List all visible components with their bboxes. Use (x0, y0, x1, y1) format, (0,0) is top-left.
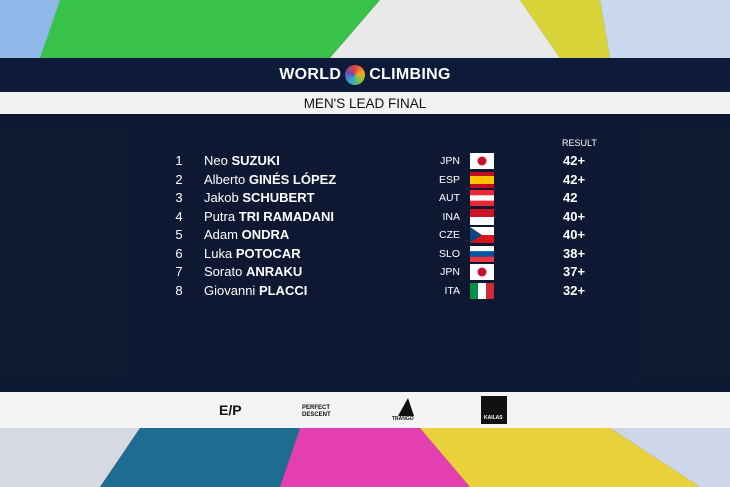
athlete-name: Sorato ANRAKU (204, 263, 302, 281)
flag (470, 190, 494, 206)
result-row: 4 Putra TRI RAMADANI INA 40+ (0, 208, 730, 226)
result: 32+ (563, 282, 586, 298)
rank: 4 (175, 208, 183, 224)
result: 42+ (563, 153, 586, 168)
sponsor-box: KAILAS (481, 396, 507, 424)
first-name: Alberto (204, 171, 246, 187)
flag (470, 208, 494, 225)
athlete-name: Adam ONDRA (204, 226, 289, 244)
rank: 5 (175, 227, 183, 242)
subtitle-bar: MEN'S LEAD FINAL (0, 92, 730, 114)
brand-bar: WORLD CLIMBING (0, 58, 730, 92)
first-name: Jakob (204, 190, 239, 205)
country-code: AUT (439, 192, 460, 204)
athlete-name: Giovanni PLACCI (204, 282, 307, 300)
flag (470, 171, 494, 188)
result: 40+ (563, 227, 586, 242)
first-name: Adam (204, 227, 238, 242)
result: 37+ (563, 264, 586, 279)
brand-text: CLIMBING (369, 66, 451, 83)
column-header: RESULT (562, 138, 597, 148)
country-code: JPN (440, 266, 460, 278)
flag (470, 245, 494, 262)
result-row: 3 Jakob SCHUBERT AUT 42 (0, 189, 730, 207)
sponsor: KAILAS (484, 415, 503, 421)
country-code: JPN (440, 155, 460, 167)
athlete-name: Alberto GINÉS LÓPEZ (204, 171, 336, 189)
athlete-name: Neo SUZUKI (204, 152, 280, 170)
sponsor: E/P (219, 402, 242, 418)
flag (470, 282, 494, 299)
result-row: 2 Alberto GINÉS LÓPEZ ESP 42+ (0, 171, 730, 189)
country-code: ESP (438, 173, 460, 186)
athlete-name: Putra TRI RAMADANI (204, 208, 334, 226)
sponsor-icon (398, 398, 414, 416)
rank: 7 (175, 264, 183, 279)
last-name: SUZUKI (231, 153, 280, 168)
last-name: PLACCI (258, 282, 308, 298)
first-name: Sorato (204, 264, 243, 279)
result-row: 5 Adam ONDRA CZE 40+ (0, 226, 730, 244)
last-name: ANRAKU (245, 264, 303, 279)
last-name: ONDRA (241, 227, 290, 242)
last-name: TRI RAMADANI (238, 208, 335, 224)
first-name: Luka (204, 245, 233, 261)
subtitle: MEN'S LEAD FINAL (303, 95, 427, 111)
rank: 8 (175, 282, 183, 298)
country-code: ITA (444, 284, 460, 297)
country-code: SLO (438, 247, 460, 260)
last-name: POTOCAR (235, 245, 301, 261)
country-code: CZE (439, 229, 460, 241)
result: 42+ (563, 171, 586, 187)
brand-text: WORLD (279, 66, 342, 83)
first-name: Giovanni (204, 282, 256, 298)
rank: 6 (175, 245, 183, 261)
first-name: Putra (204, 208, 236, 224)
brand-logo (345, 65, 366, 85)
rank: 1 (175, 153, 183, 168)
result-row: 7 Sorato ANRAKU JPN 37+ (0, 263, 730, 281)
first-name: Neo (204, 153, 228, 168)
last-name: SCHUBERT (242, 190, 315, 205)
results-panel: RESULT 1 Neo SUZUKI JPN 42+ 2 Alberto GINÉS L… (0, 114, 730, 392)
result-row: 1 Neo SUZUKI JPN 42+ (0, 152, 730, 170)
sponsor-bar: E/P PERFECT DESCENT TRANGO KAILAS (0, 392, 730, 428)
sponsor: TRANGO (392, 416, 414, 422)
result-row: 8 Giovanni PLACCI ITA 32+ (0, 282, 730, 300)
result: 38+ (563, 245, 586, 261)
result: 40+ (563, 208, 586, 224)
flag (470, 153, 494, 169)
country-code: INA (442, 210, 460, 223)
rank: 3 (175, 190, 183, 205)
result-row: 6 Luka POTOCAR SLO 38+ (0, 245, 730, 263)
last-name: GINÉS LÓPEZ (248, 171, 337, 187)
result: 42 (563, 190, 578, 205)
flag (470, 264, 494, 280)
athlete-name: Luka POTOCAR (204, 245, 301, 263)
athlete-name: Jakob SCHUBERT (204, 189, 315, 207)
rank: 2 (175, 171, 183, 187)
sponsor: PERFECT DESCENT (302, 405, 331, 418)
flag (470, 227, 494, 243)
